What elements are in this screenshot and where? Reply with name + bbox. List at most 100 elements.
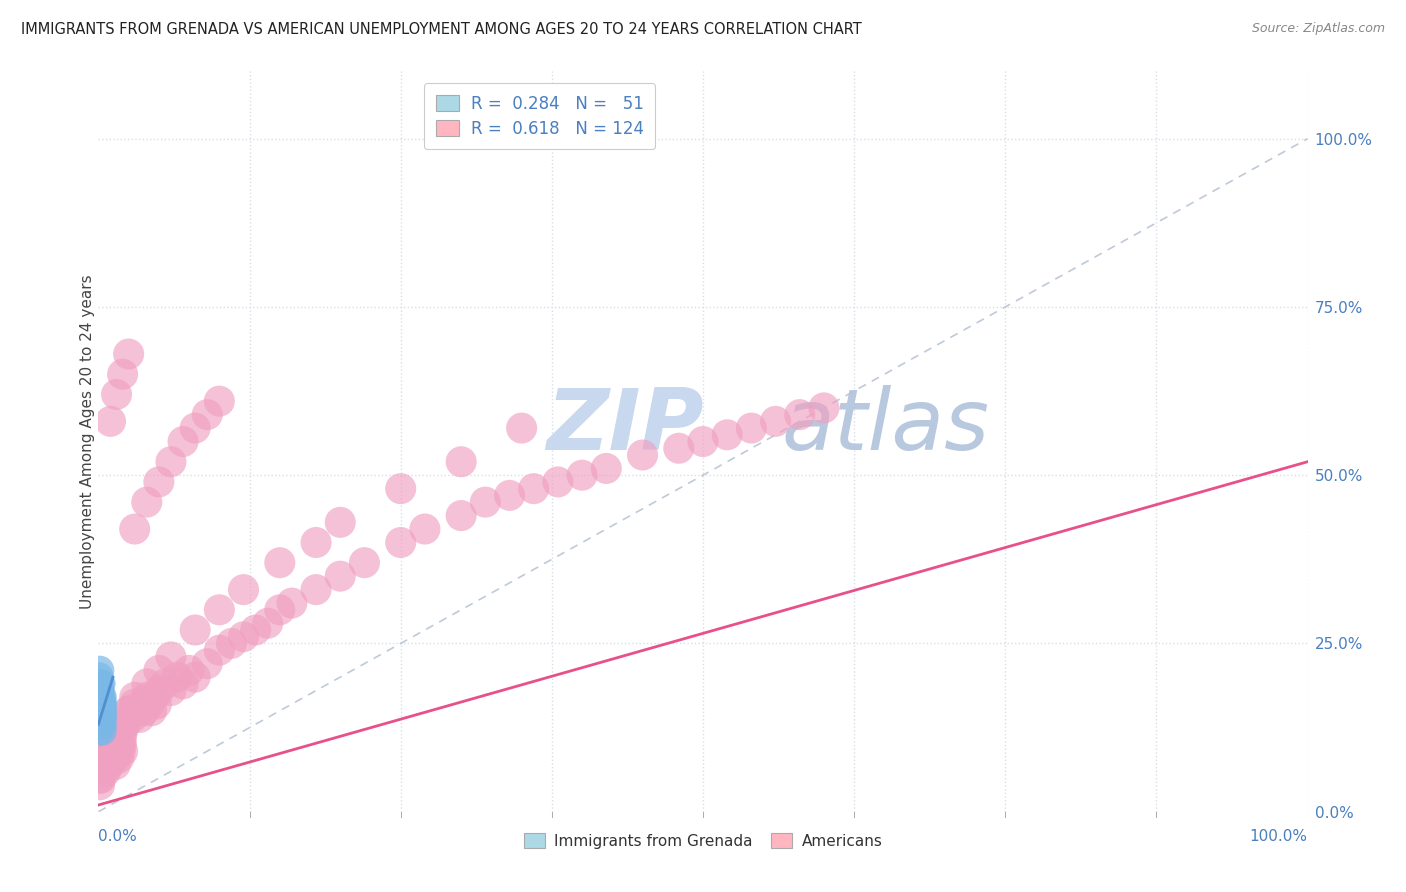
Point (111, 717, 134, 731)
Point (208, 603, 231, 617)
Point (668, 442, 690, 456)
Point (97, 744, 120, 758)
Point (148, 683, 170, 698)
Point (89, 771, 111, 785)
Point (96, 723, 118, 738)
Point (124, 697, 146, 711)
Point (89, 704, 111, 718)
Point (208, 394, 231, 409)
Point (108, 723, 131, 738)
Point (547, 475, 569, 489)
Point (110, 738, 132, 752)
Point (160, 683, 183, 698)
Point (124, 690, 146, 705)
Point (90, 717, 112, 731)
Point (100, 751, 122, 765)
Point (389, 535, 412, 549)
Point (389, 482, 412, 496)
Point (89, 683, 111, 698)
Point (305, 535, 328, 549)
Point (134, 704, 156, 718)
Point (105, 717, 128, 731)
Point (90, 723, 112, 738)
Point (571, 468, 593, 483)
Point (281, 596, 304, 610)
Point (89, 704, 111, 718)
Point (89, 778, 111, 792)
Point (510, 421, 533, 435)
Point (90, 677, 112, 691)
Point (91, 697, 114, 711)
Point (245, 623, 267, 637)
Point (90, 704, 112, 718)
Point (90, 771, 112, 785)
Point (114, 717, 136, 731)
Point (111, 368, 134, 382)
Point (111, 723, 134, 738)
Point (91, 704, 114, 718)
Point (765, 414, 787, 428)
Point (269, 603, 291, 617)
Point (595, 461, 617, 475)
Point (450, 508, 472, 523)
Point (101, 731, 124, 745)
Point (221, 636, 243, 650)
Point (89, 697, 111, 711)
Point (89, 664, 111, 678)
Point (91, 764, 114, 779)
Point (90, 710, 112, 724)
Text: 0.0%: 0.0% (98, 829, 138, 844)
Point (329, 516, 352, 530)
Point (89, 704, 111, 718)
Point (91, 697, 114, 711)
Point (184, 623, 207, 637)
Point (89, 704, 111, 718)
Point (138, 697, 160, 711)
Point (148, 475, 170, 489)
Text: IMMIGRANTS FROM GRENADA VS AMERICAN UNEMPLOYMENT AMONG AGES 20 TO 24 YEARS CORRE: IMMIGRANTS FROM GRENADA VS AMERICAN UNEM… (21, 22, 862, 37)
Point (91, 731, 114, 745)
Point (135, 495, 157, 509)
Legend: Immigrants from Grenada, Americans: Immigrants from Grenada, Americans (513, 822, 893, 860)
Point (91, 757, 114, 772)
Point (118, 704, 141, 718)
Point (89, 697, 111, 711)
Point (90, 697, 112, 711)
Point (91, 723, 114, 738)
Text: Source: ZipAtlas.com: Source: ZipAtlas.com (1251, 22, 1385, 36)
Point (498, 488, 520, 502)
Point (87, 723, 110, 738)
Point (90, 710, 112, 724)
Point (96, 751, 118, 765)
Point (98, 738, 121, 752)
Point (89, 717, 111, 731)
Point (89, 717, 111, 731)
Point (90, 704, 112, 718)
Point (232, 582, 254, 597)
Point (91, 690, 114, 705)
Point (143, 690, 166, 705)
Text: atlas: atlas (782, 385, 990, 468)
Point (93, 757, 115, 772)
Point (101, 738, 124, 752)
Point (269, 556, 291, 570)
Point (124, 522, 146, 536)
Point (89, 697, 111, 711)
Point (89, 704, 111, 718)
Point (127, 704, 149, 718)
Point (105, 744, 128, 758)
Point (103, 723, 125, 738)
Point (105, 723, 128, 738)
Point (107, 738, 129, 752)
Point (329, 569, 352, 583)
Point (110, 731, 132, 745)
Point (90, 710, 112, 724)
Point (208, 643, 231, 657)
Point (87, 697, 110, 711)
Point (131, 697, 153, 711)
Point (195, 408, 218, 422)
Point (111, 744, 134, 758)
Point (716, 427, 738, 442)
Point (166, 670, 188, 684)
Point (89, 710, 111, 724)
